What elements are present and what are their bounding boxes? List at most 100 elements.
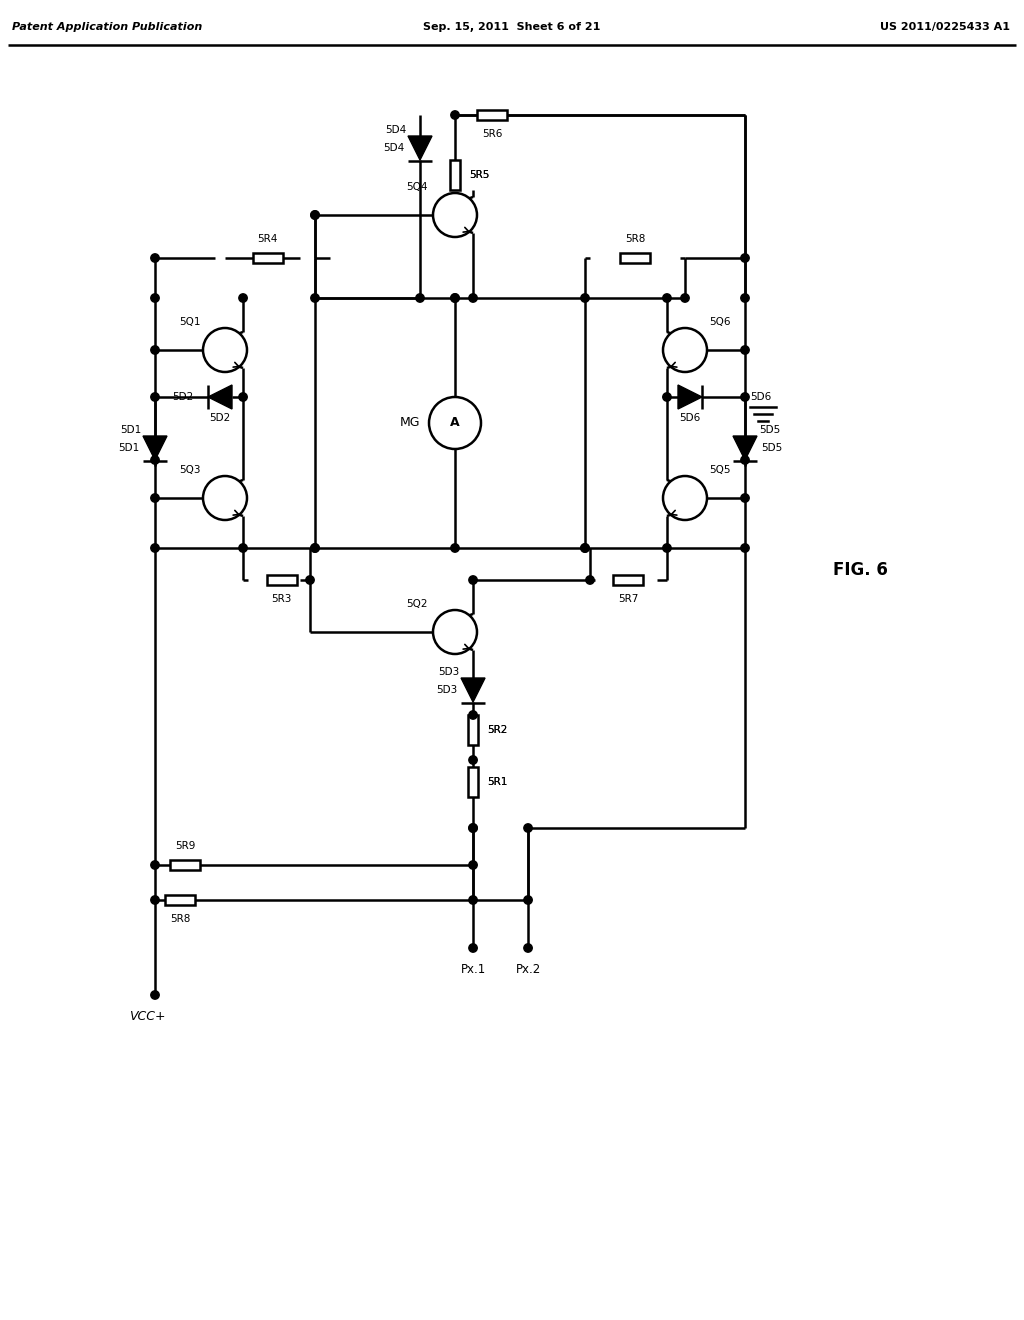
Text: Px.1: Px.1	[461, 964, 485, 975]
Bar	[468, 715, 478, 744]
Circle shape	[663, 327, 707, 372]
Bar	[253, 253, 283, 263]
Circle shape	[151, 346, 159, 354]
Text: 5D4: 5D4	[383, 143, 404, 153]
Circle shape	[586, 576, 594, 585]
Text: 5R6: 5R6	[482, 129, 502, 139]
Circle shape	[469, 824, 477, 832]
Text: 5R1: 5R1	[487, 777, 508, 787]
Circle shape	[740, 346, 750, 354]
Text: 5R5: 5R5	[469, 170, 489, 180]
Circle shape	[581, 544, 589, 552]
Text: Patent Application Publication: Patent Application Publication	[12, 22, 203, 32]
Text: 5R2: 5R2	[487, 725, 508, 735]
Circle shape	[151, 393, 159, 401]
Circle shape	[581, 544, 589, 552]
Circle shape	[524, 824, 532, 832]
Bar	[620, 253, 650, 263]
Circle shape	[203, 477, 247, 520]
Text: 5Q5: 5Q5	[710, 465, 731, 475]
Circle shape	[151, 294, 159, 302]
Text: MG: MG	[399, 417, 420, 429]
Circle shape	[433, 193, 477, 238]
Text: US 2011/0225433 A1: US 2011/0225433 A1	[880, 22, 1010, 32]
Circle shape	[151, 544, 159, 552]
Text: 5R8: 5R8	[170, 913, 190, 924]
Circle shape	[451, 111, 459, 119]
Text: 5D1: 5D1	[118, 444, 139, 453]
Bar	[170, 861, 200, 870]
Text: 5Q3: 5Q3	[179, 465, 201, 475]
Bar	[613, 576, 643, 585]
Text: 5Q2: 5Q2	[407, 599, 428, 609]
Text: 5R8: 5R8	[625, 234, 645, 244]
Circle shape	[663, 477, 707, 520]
Text: 5D2: 5D2	[209, 413, 230, 422]
Polygon shape	[461, 678, 485, 702]
Circle shape	[151, 494, 159, 502]
Bar	[477, 110, 507, 120]
Circle shape	[311, 211, 319, 219]
Circle shape	[311, 544, 319, 552]
Text: 5D4: 5D4	[385, 125, 406, 135]
Polygon shape	[408, 136, 432, 160]
Circle shape	[740, 455, 750, 465]
Text: 5D6: 5D6	[750, 392, 771, 403]
Bar	[450, 160, 460, 190]
Circle shape	[469, 896, 477, 904]
Circle shape	[451, 294, 459, 302]
Text: 5Q6: 5Q6	[710, 317, 731, 327]
Text: 5R5: 5R5	[469, 170, 489, 180]
Text: VCC+: VCC+	[129, 1010, 165, 1023]
Circle shape	[740, 253, 750, 263]
Circle shape	[416, 294, 424, 302]
Text: 5R2: 5R2	[487, 725, 508, 735]
Circle shape	[151, 253, 159, 263]
Text: 5Q1: 5Q1	[179, 317, 201, 327]
Circle shape	[239, 393, 247, 401]
Text: 5D5: 5D5	[761, 444, 782, 453]
Polygon shape	[208, 385, 232, 409]
Circle shape	[306, 576, 314, 585]
Circle shape	[663, 294, 671, 302]
Text: Sep. 15, 2011  Sheet 6 of 21: Sep. 15, 2011 Sheet 6 of 21	[423, 22, 601, 32]
Circle shape	[524, 944, 532, 952]
Text: 5D1: 5D1	[120, 425, 141, 436]
Circle shape	[311, 544, 319, 552]
Circle shape	[681, 294, 689, 302]
Text: 5R4: 5R4	[257, 234, 278, 244]
Text: 5R3: 5R3	[271, 594, 292, 605]
Text: 5R1: 5R1	[487, 777, 508, 787]
Circle shape	[203, 327, 247, 372]
Polygon shape	[143, 436, 167, 459]
Circle shape	[433, 610, 477, 653]
Text: 5D6: 5D6	[679, 413, 700, 422]
Circle shape	[469, 710, 477, 719]
Bar	[266, 576, 297, 585]
Circle shape	[663, 544, 671, 552]
Circle shape	[151, 991, 159, 999]
Text: 5D2: 5D2	[172, 392, 193, 403]
Circle shape	[151, 455, 159, 465]
Circle shape	[740, 494, 750, 502]
Circle shape	[151, 861, 159, 869]
Circle shape	[469, 824, 477, 832]
Circle shape	[239, 544, 247, 552]
Polygon shape	[678, 385, 702, 409]
Circle shape	[239, 294, 247, 302]
Circle shape	[151, 896, 159, 904]
Circle shape	[469, 576, 477, 585]
Polygon shape	[733, 436, 757, 459]
Text: 5R9: 5R9	[175, 841, 196, 851]
Circle shape	[469, 944, 477, 952]
Circle shape	[469, 861, 477, 869]
Circle shape	[451, 294, 459, 302]
Text: 5R7: 5R7	[618, 594, 639, 605]
Text: 5D3: 5D3	[436, 685, 457, 696]
Circle shape	[429, 397, 481, 449]
Text: FIG. 6: FIG. 6	[833, 561, 888, 579]
Circle shape	[740, 544, 750, 552]
Text: A: A	[451, 417, 460, 429]
Circle shape	[469, 294, 477, 302]
Circle shape	[451, 544, 459, 552]
